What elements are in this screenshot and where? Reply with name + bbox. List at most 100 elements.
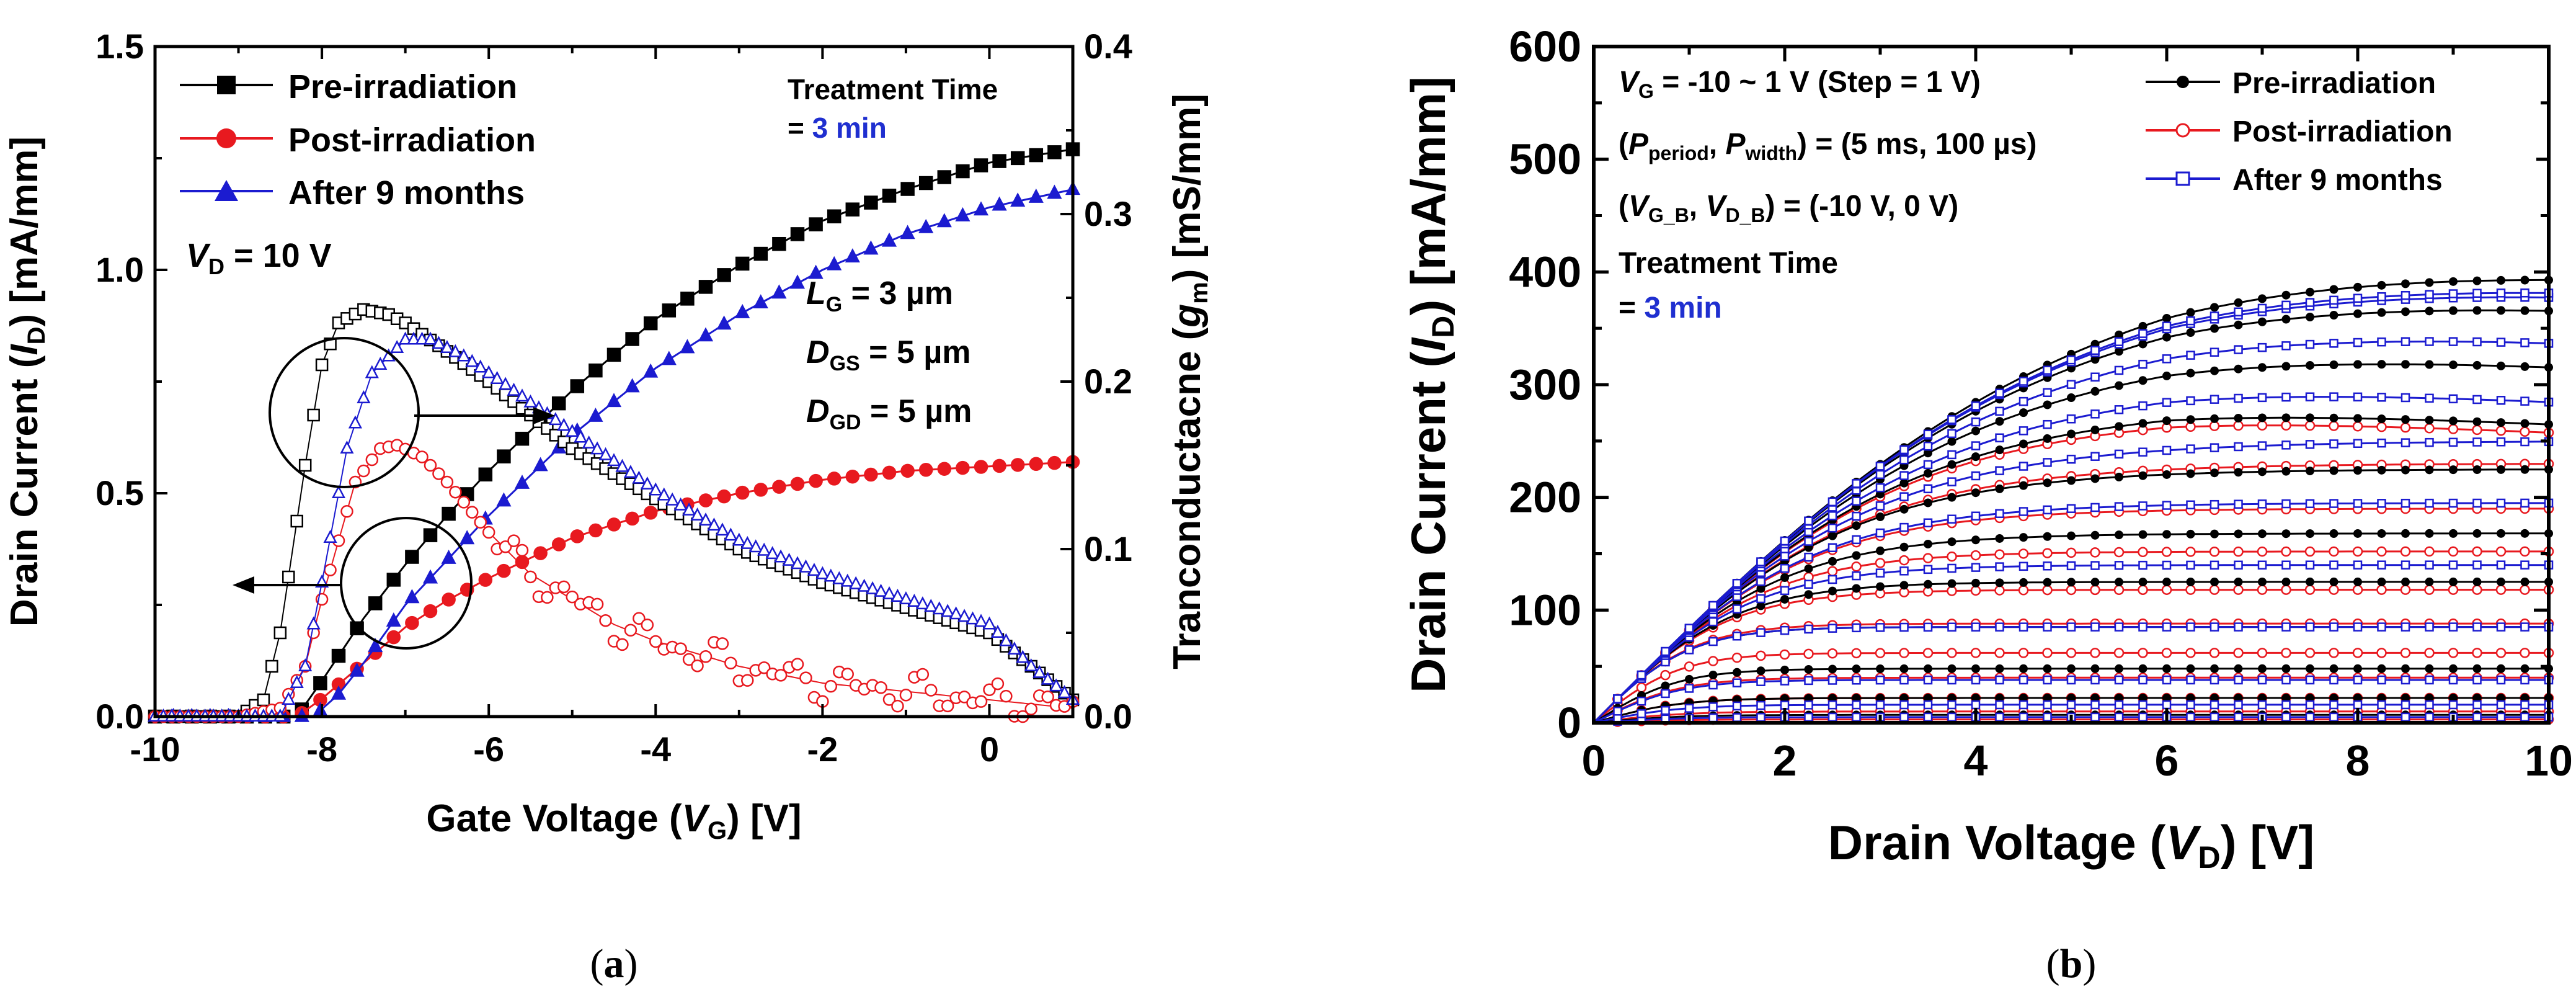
legend-b-marker-pre [2177,76,2189,88]
output-marker-open-square [2186,500,2195,510]
output-marker-open-square [1899,471,1909,480]
output-marker-open-square [2257,499,2267,509]
output-marker-open-square [2448,498,2458,508]
output-marker-open-square [2353,392,2363,402]
gm-marker-triangle [306,616,321,630]
id-marker-triangle [789,274,806,289]
output-marker-open-circle [1947,551,1957,562]
legend-marker-pre [217,76,236,94]
output-marker-filled-circle [1804,694,1813,703]
gm-marker-triangle [282,691,296,705]
output-marker-open-circle [2329,584,2339,595]
id-marker-square [956,164,970,179]
id-marker-square [974,158,988,172]
output-marker-filled-circle [1756,666,1765,676]
output-marker-open-circle [1947,648,1957,658]
id-marker-triangle [918,218,934,233]
gm-marker-circle [590,597,604,611]
id-marker-circle [772,480,786,494]
output-marker-open-square [2472,622,2482,632]
output-marker-open-circle [2376,546,2387,557]
output-marker-filled-circle [2449,306,2458,315]
output-marker-open-circle [1684,661,1695,672]
id-marker-triangle [827,256,842,270]
output-marker-open-circle [1875,648,1886,658]
output-marker-open-square [2138,501,2147,511]
output-marker-open-square [1661,705,1670,715]
output-marker-filled-circle [1756,584,1765,593]
output-marker-open-square [2210,347,2219,357]
x-tick-label: -2 [807,730,838,769]
output-marker-open-square [2281,300,2291,310]
output-marker-open-square [2353,700,2363,710]
output-marker-open-circle [2113,648,2125,658]
gm-marker-circle [1024,702,1037,716]
output-marker-filled-circle [2449,577,2458,586]
gm-marker-triangle [407,331,421,345]
gm-marker-circle [899,689,913,702]
output-marker-open-square [1947,514,1956,524]
output-marker-filled-circle [2353,282,2362,292]
output-marker-open-square [1875,462,1885,471]
output-marker-filled-circle [1971,488,1980,498]
output-marker-open-square [2305,675,2315,685]
output-marker-open-square [2329,712,2338,722]
output-marker-open-square [2066,504,2076,513]
x-tick-label: -6 [473,730,504,769]
output-marker-open-square [2210,622,2219,632]
panel-b-vg-annotation: VG = -10 ~ 1 V (Step = 1 V) [1619,66,1981,102]
y-right-tick-label: 0.2 [1084,362,1132,401]
output-marker-filled-circle [2520,419,2529,428]
output-marker-filled-circle [2162,333,2171,342]
output-marker-open-square [1995,700,2004,710]
output-marker-filled-circle [2520,577,2529,586]
output-marker-open-square [2377,560,2386,570]
gm-marker-circle [499,540,512,553]
output-marker-open-circle [2329,546,2339,557]
gm-marker-triangle [1033,664,1047,678]
gm-marker-circle [741,674,754,687]
output-marker-open-square [1804,700,1813,710]
output-marker-open-square [2448,560,2458,570]
id-marker-triangle [533,457,548,472]
gm-marker-circle [415,450,429,463]
output-marker-filled-circle [2234,664,2243,673]
output-marker-open-square [1828,523,1837,533]
output-marker-open-circle [2257,584,2268,595]
output-marker-filled-circle [2186,328,2195,338]
output-marker-open-square [2425,290,2434,299]
id-marker-square [588,363,603,378]
id-marker-triangle [624,378,640,393]
gm-marker-triangle [924,599,938,612]
output-marker-filled-circle [2497,664,2505,673]
output-marker-filled-circle [2210,664,2219,673]
output-marker-filled-circle [1804,664,1813,674]
output-marker-filled-circle [2353,414,2362,423]
output-marker-open-square [2472,437,2482,447]
legend-b-marker-after [2175,171,2190,186]
output-marker-open-square [2138,675,2147,685]
output-marker-filled-circle [2377,360,2386,369]
output-marker-open-square [1756,577,1765,586]
output-marker-filled-circle [2520,529,2529,538]
output-marker-filled-circle [2162,530,2171,539]
output-marker-open-square [2257,622,2267,632]
gm-marker-circle [882,693,896,706]
id-marker-square [790,227,805,241]
output-marker-open-square [2257,342,2267,352]
gm-marker-triangle [507,382,521,396]
gm-marker-triangle [523,394,538,408]
output-marker-filled-circle [2258,317,2267,326]
id-marker-square [937,170,952,184]
output-marker-open-square [2425,712,2434,722]
output-marker-open-square [1684,645,1694,655]
output-marker-filled-circle [2497,306,2505,315]
output-marker-open-square [1780,700,1790,710]
output-marker-open-circle [2018,648,2029,658]
output-marker-filled-circle [2234,577,2243,586]
output-marker-open-circle [2304,648,2316,658]
output-marker-filled-circle [2067,476,2076,485]
output-marker-open-circle [2185,547,2196,557]
output-marker-open-square [2401,290,2410,300]
output-marker-open-circle [2472,424,2482,436]
